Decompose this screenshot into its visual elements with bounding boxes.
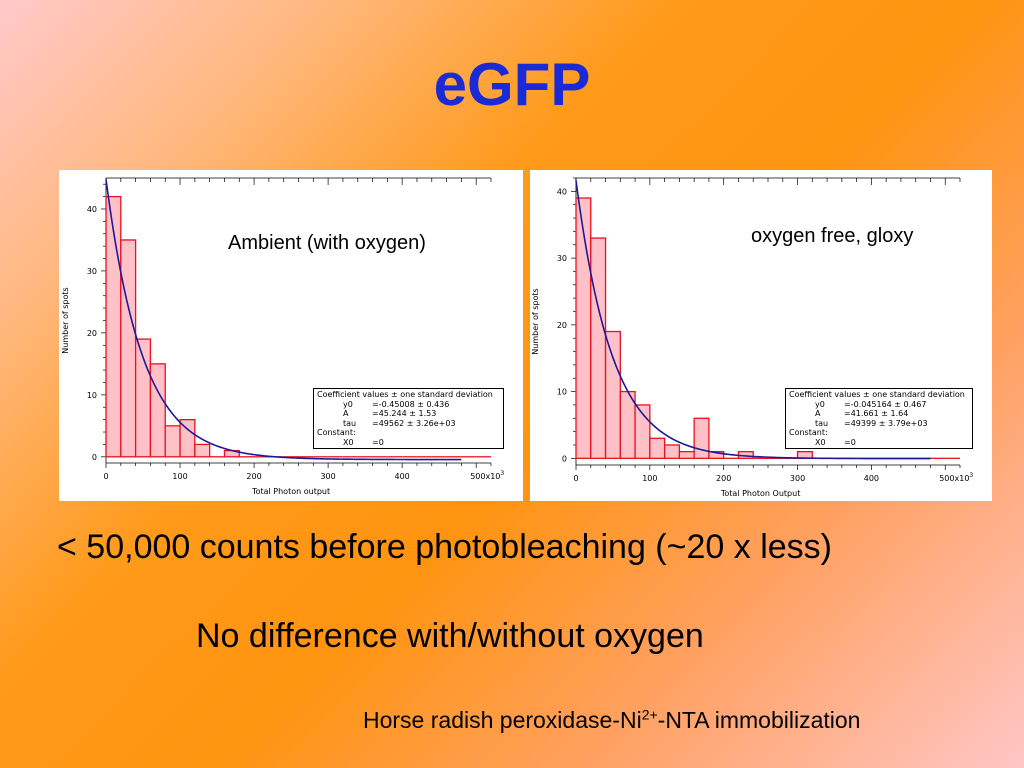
coef-header: Coefficient values ± one standard deviat… bbox=[317, 390, 493, 399]
histogram-bar bbox=[649, 437, 666, 459]
x-tick-label: 500x103 bbox=[470, 470, 504, 481]
histogram-bar bbox=[105, 195, 122, 458]
coef-constant-label: Constant: bbox=[789, 428, 828, 437]
y-tick-label: 20 bbox=[87, 329, 97, 338]
chart-label: Ambient (with oxygen) bbox=[228, 232, 426, 254]
y-tick-label: 0 bbox=[92, 453, 97, 462]
x-tick-label: 400 bbox=[864, 474, 879, 483]
footnote-text-end: -NTA immobilization bbox=[657, 707, 861, 733]
exponential-fit-curve bbox=[105, 179, 462, 461]
coef-name: y0 bbox=[815, 399, 825, 409]
coef-value: =49399 ± 3.79e+03 bbox=[844, 418, 928, 428]
coef-constant-label: Constant: bbox=[317, 428, 356, 437]
coef-value: =45.244 ± 1.53 bbox=[372, 409, 437, 418]
coef-name: A bbox=[343, 409, 349, 418]
y-tick-label: 30 bbox=[557, 254, 567, 263]
y-axis-title: Number of spots bbox=[61, 287, 70, 353]
footnote-immobilization: Horse radish peroxidase-Ni2+-NTA immobil… bbox=[363, 707, 860, 734]
coef-name: X0 bbox=[343, 437, 354, 447]
y-tick-label: 0 bbox=[562, 454, 567, 463]
y-tick-label: 10 bbox=[87, 391, 97, 400]
coef-name: tau bbox=[343, 418, 357, 428]
coef-name: y0 bbox=[343, 399, 353, 409]
coef-value: =-0.045164 ± 0.467 bbox=[844, 399, 927, 409]
x-tick-label: 0 bbox=[573, 474, 578, 483]
coef-value: =0 bbox=[372, 437, 384, 447]
exponential-fit-curve bbox=[575, 180, 931, 460]
x-tick-label: 100 bbox=[642, 474, 657, 483]
histogram-bar bbox=[149, 363, 166, 458]
histogram-bar bbox=[120, 239, 137, 458]
histogram-bar bbox=[693, 417, 710, 459]
coef-name: tau bbox=[815, 418, 829, 428]
chart-label: oxygen free, gloxy bbox=[751, 225, 914, 247]
histogram-bar bbox=[179, 418, 196, 458]
coef-name: X0 bbox=[815, 437, 826, 447]
coef-header: Coefficient values ± one standard deviat… bbox=[789, 390, 965, 399]
coefficient-box: Coefficient values ± one standard deviat… bbox=[313, 388, 504, 449]
coef-value: =49562 ± 3.26e+03 bbox=[372, 418, 456, 428]
coef-value: =41.661 ± 1.64 bbox=[844, 409, 909, 418]
x-tick-label: 200 bbox=[246, 472, 261, 481]
histogram-bar bbox=[708, 451, 725, 459]
x-tick-label: 0 bbox=[103, 472, 108, 481]
chart-panel-ambient: 0 10 20 30 40 0 100 200 300 400 500x103 Total Photo… bbox=[59, 170, 523, 501]
histogram-bar bbox=[663, 444, 681, 459]
footnote-text: Horse radish peroxidase-Ni bbox=[363, 707, 642, 733]
histogram-bar bbox=[590, 237, 607, 459]
coef-value: =0 bbox=[844, 437, 856, 447]
x-exponent: 3 bbox=[500, 470, 504, 477]
y-axis-title: Number of spots bbox=[531, 288, 540, 354]
x-tick-label: 300 bbox=[790, 474, 805, 483]
footnote-superscript: 2+ bbox=[641, 706, 658, 723]
y-tick-label: 10 bbox=[557, 388, 567, 397]
x-tick-label: 500x103 bbox=[939, 472, 973, 483]
y-tick-label: 40 bbox=[557, 187, 567, 196]
histogram-bar bbox=[575, 197, 592, 459]
histogram-bar bbox=[604, 330, 621, 459]
coefficient-box: Coefficient values ± one standard deviat… bbox=[785, 388, 973, 449]
x-axis-title: Total Photon output bbox=[251, 487, 330, 496]
y-tick-label: 30 bbox=[87, 267, 97, 276]
y-tick-label: 20 bbox=[557, 321, 567, 330]
histogram-bar bbox=[164, 425, 181, 458]
coef-name: A bbox=[815, 409, 821, 418]
x-axis-title: Total Photon Output bbox=[720, 489, 800, 498]
chart-panel-oxygen-free: 0 10 20 30 40 0 100 200 300 400 500x103 Total Photo… bbox=[530, 170, 992, 501]
x-tick-label: 200 bbox=[716, 474, 731, 483]
histogram-bar bbox=[194, 443, 211, 458]
coef-value: =-0.45008 ± 0.436 bbox=[372, 399, 450, 409]
x-tick-label: 400 bbox=[395, 472, 410, 481]
x-tick-label: 100 bbox=[172, 472, 187, 481]
x-tick-label: 300 bbox=[320, 472, 335, 481]
bullet-photobleaching: < 50,000 counts before photobleaching (~… bbox=[57, 528, 832, 566]
y-tick-label: 40 bbox=[87, 205, 97, 214]
slide-title: eGFP bbox=[433, 51, 591, 118]
x-exponent: 3 bbox=[969, 472, 973, 479]
bullet-no-difference: No difference with/without oxygen bbox=[196, 617, 704, 655]
histogram-bar bbox=[678, 451, 695, 459]
